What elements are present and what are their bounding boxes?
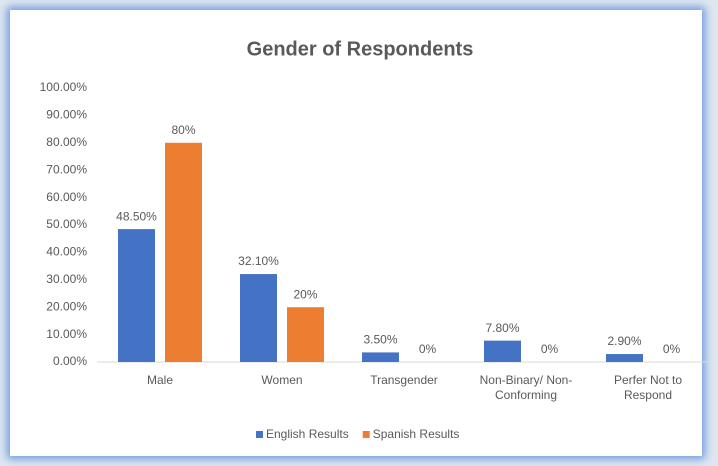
y-tick-label: 50.00% xyxy=(46,217,87,231)
legend-swatch xyxy=(362,431,370,438)
y-tick-label: 0.00% xyxy=(53,354,87,368)
y-tick-label: 40.00% xyxy=(46,245,87,259)
legend-label: Spanish Results xyxy=(373,427,460,441)
bar xyxy=(165,142,202,362)
data-label: 2.90% xyxy=(607,334,641,348)
data-label: 80% xyxy=(171,123,195,137)
data-label: 7.80% xyxy=(485,321,519,335)
y-tick-label: 30.00% xyxy=(46,272,87,286)
y-tick-label: 100.00% xyxy=(40,80,88,94)
y-tick-label: 10.00% xyxy=(46,327,87,341)
bar xyxy=(240,274,277,362)
bar xyxy=(118,229,155,362)
bar xyxy=(362,352,399,362)
y-tick-label: 70.00% xyxy=(46,162,87,176)
data-label: 0% xyxy=(419,342,437,356)
y-tick-label: 90.00% xyxy=(46,108,87,122)
x-tick-label: Non-Binary/ Non-Conforming xyxy=(479,373,573,402)
y-tick-label: 20.00% xyxy=(46,299,87,313)
legend-label: English Results xyxy=(266,427,349,441)
bar xyxy=(287,307,324,362)
data-label: 3.50% xyxy=(363,333,397,347)
x-tick-label: Perfer Not to Respond xyxy=(613,373,683,402)
y-tick-label: 60.00% xyxy=(46,190,87,204)
data-label: 0% xyxy=(541,342,559,356)
bar xyxy=(606,354,643,362)
data-label: 32.10% xyxy=(238,254,279,268)
x-tick-label: Male xyxy=(146,373,173,387)
y-tick-label: 80.00% xyxy=(46,135,87,149)
bar xyxy=(484,340,521,362)
legend-swatch xyxy=(256,431,263,438)
data-label: 0% xyxy=(663,342,681,356)
data-label: 20% xyxy=(293,287,317,301)
data-label: 48.50% xyxy=(116,209,157,223)
x-tick-label: Transgender xyxy=(370,373,438,387)
chart-title: Gender of Respondents xyxy=(247,38,474,60)
x-tick-label: Women xyxy=(261,373,303,387)
